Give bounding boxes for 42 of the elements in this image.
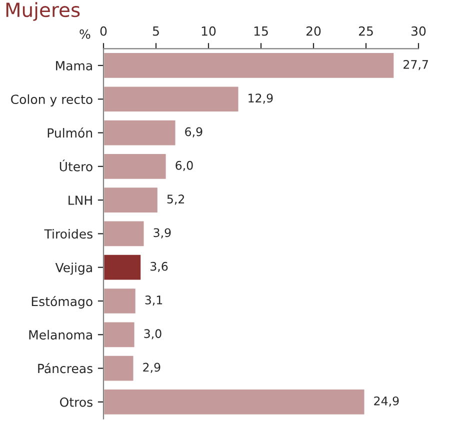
- x-tick-label: 30: [412, 26, 426, 36]
- data-label: 3,1: [145, 296, 162, 306]
- data-label: 5,2: [167, 194, 184, 205]
- bar: [104, 152, 168, 180]
- y-tick-label: Útero: [60, 160, 92, 172]
- x-tick-label: 10: [202, 26, 216, 36]
- y-tick-label: Tiroides: [44, 228, 92, 239]
- bar: [104, 118, 177, 147]
- y-tick-label: Pulmón: [48, 128, 92, 138]
- data-label: 24,9: [374, 396, 399, 407]
- y-tick-label: Estómago: [32, 296, 92, 309]
- y-tick-label: Colon y recto: [11, 94, 92, 106]
- chart-title: Mujeres: [6, 2, 80, 21]
- x-axis-title: %: [80, 29, 90, 39]
- data-label: 3,6: [150, 262, 168, 272]
- bar: [104, 320, 136, 348]
- data-label: 6,9: [185, 127, 202, 138]
- x-tick-label: 0: [100, 26, 107, 36]
- y-tick-label: Páncreas: [38, 363, 92, 374]
- bar: [104, 220, 146, 248]
- bar: [104, 388, 366, 416]
- bar: [104, 354, 135, 382]
- data-label: 12,9: [248, 94, 273, 104]
- y-tick-label: Otros: [60, 397, 92, 407]
- x-tick-label: 20: [306, 26, 321, 36]
- y-tick-label: Melanoma: [29, 330, 92, 340]
- data-label: 3,0: [144, 329, 162, 340]
- bar: [104, 287, 137, 315]
- x-tick-label: 5: [152, 26, 159, 36]
- data-label: 6,0: [176, 160, 193, 172]
- y-tick-label: Mama: [56, 61, 92, 70]
- bar: [104, 254, 142, 282]
- data-label: 3,9: [154, 228, 171, 238]
- bar: [104, 52, 396, 80]
- data-label: 2,9: [143, 362, 160, 373]
- data-label: 27,7: [404, 60, 428, 70]
- x-tick-label: 15: [254, 26, 268, 36]
- y-tick-label: Vejiga: [55, 262, 92, 275]
- x-tick-label: 25: [358, 26, 373, 36]
- bar: [104, 186, 159, 214]
- bar: [104, 85, 240, 113]
- y-tick-label: LNH: [68, 196, 92, 205]
